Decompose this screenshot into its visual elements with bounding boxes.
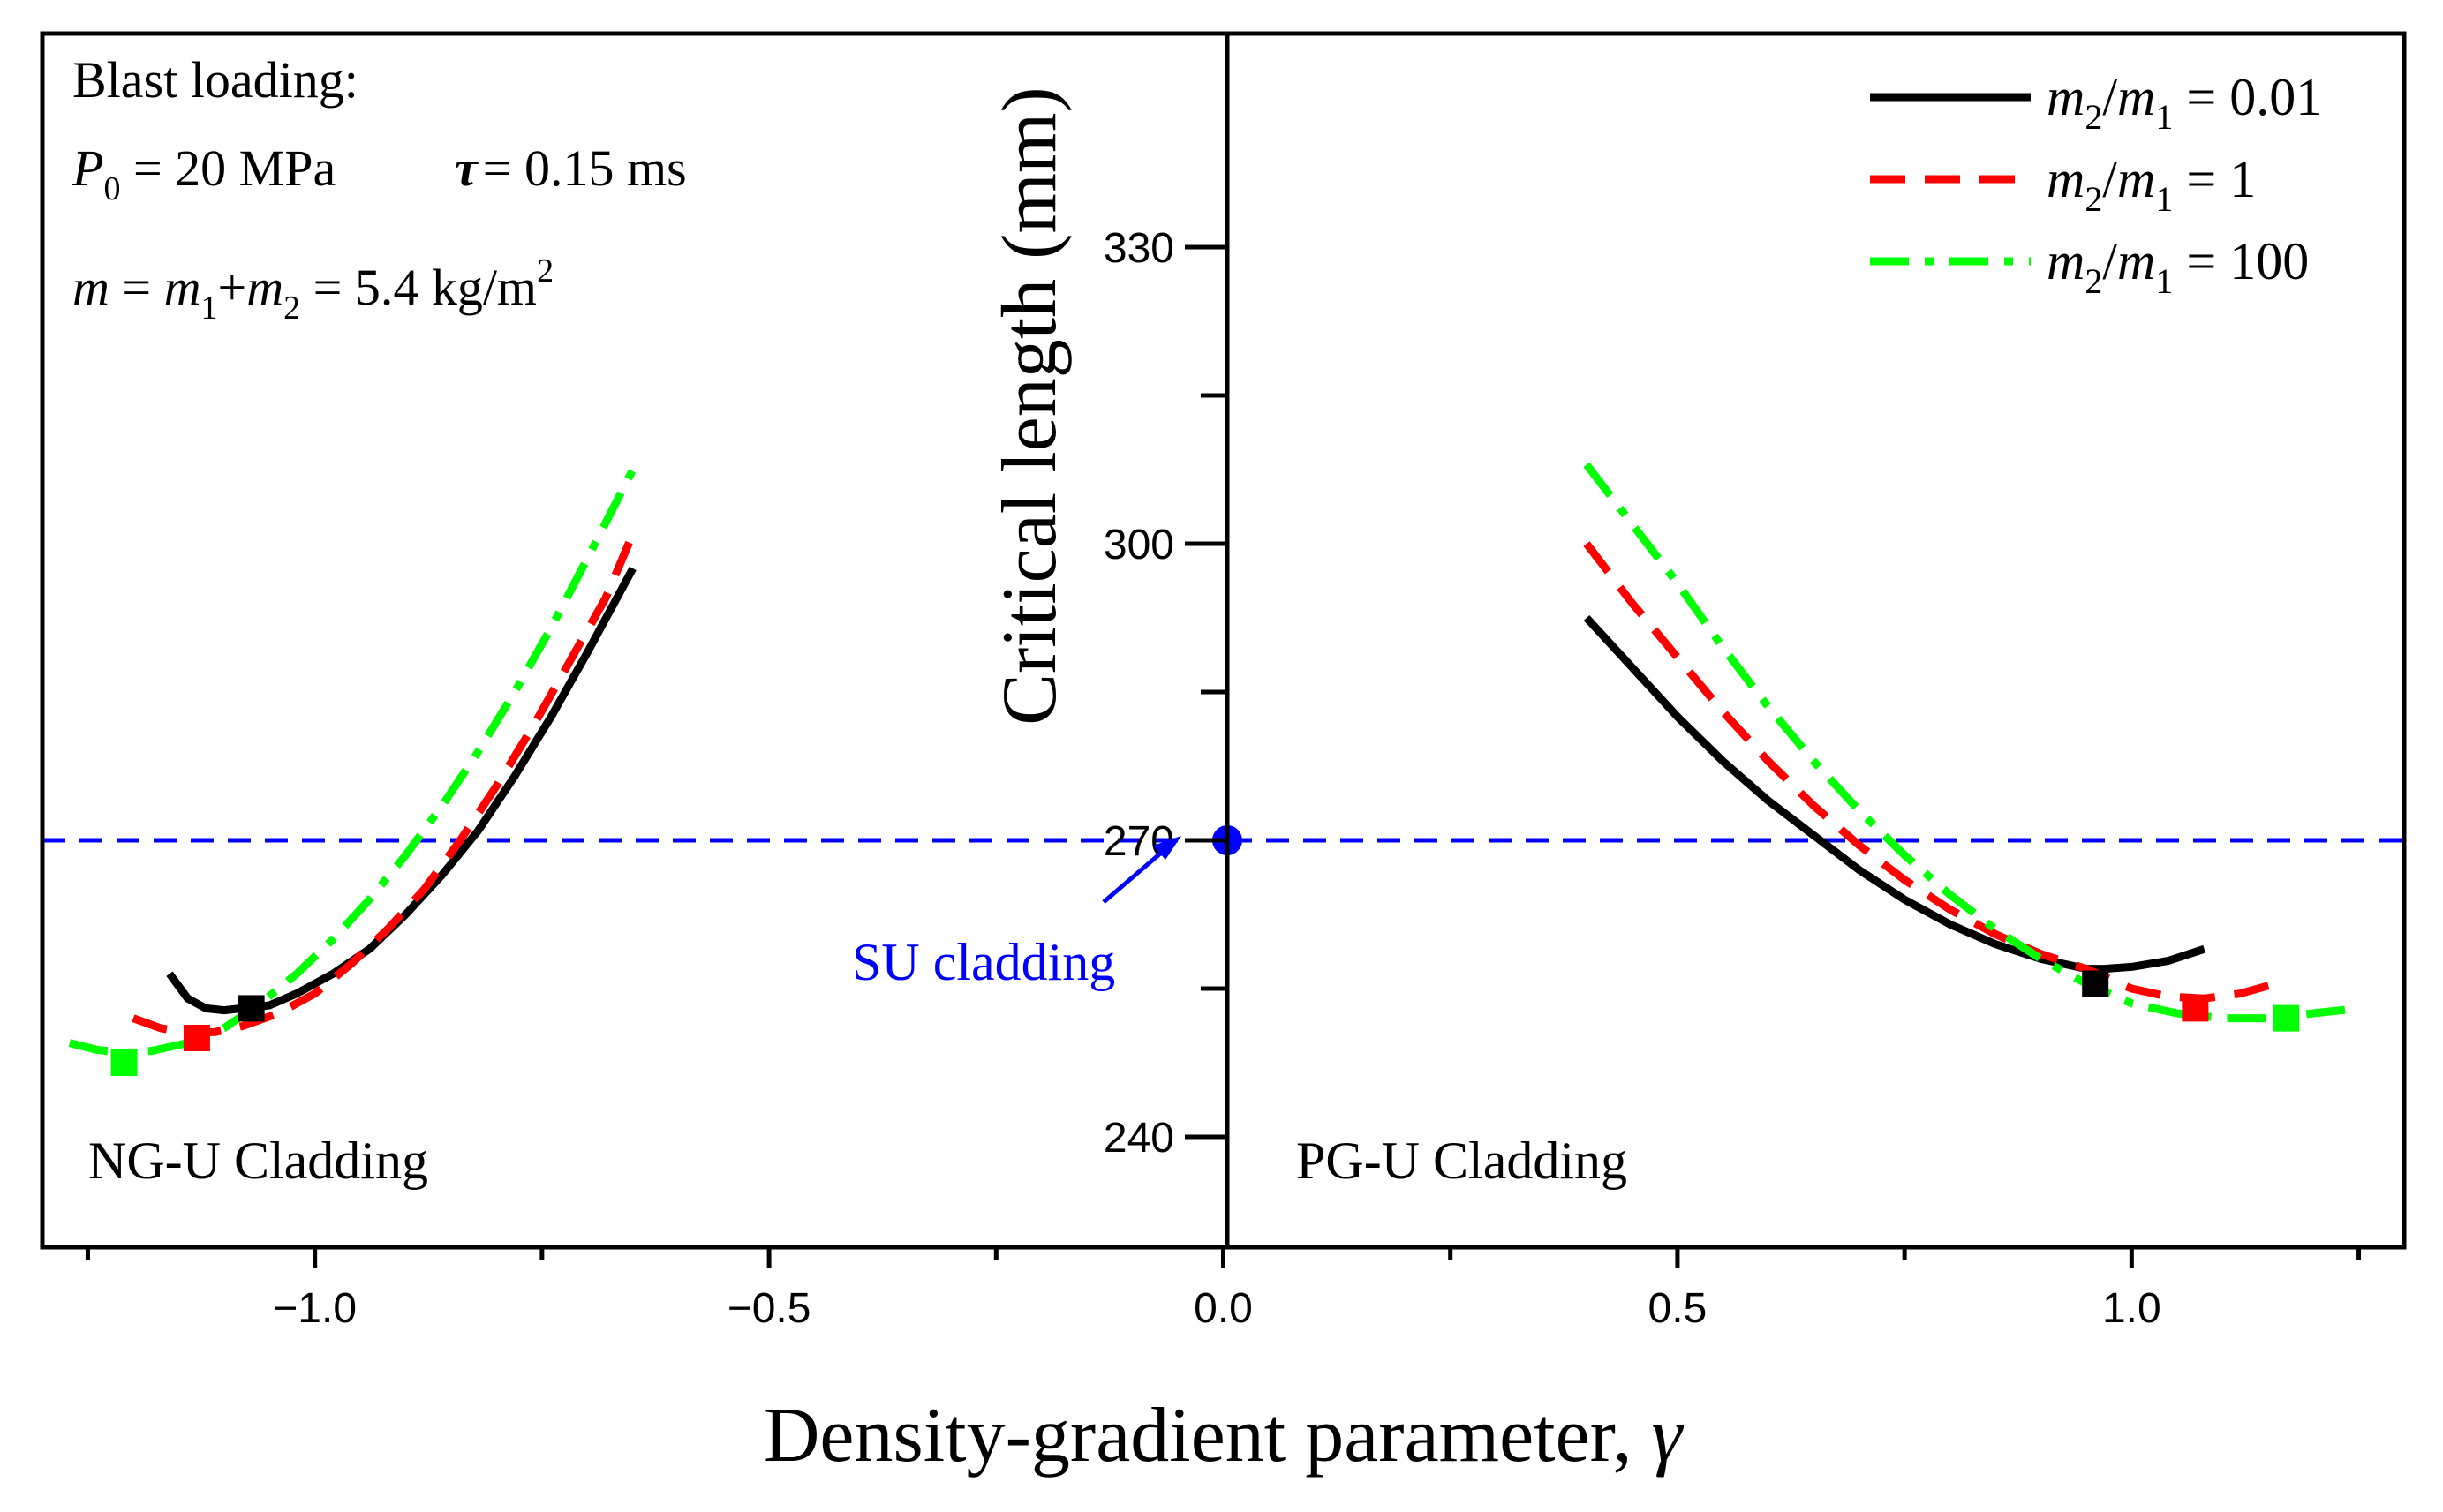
x-axis-label: Density-gradient parameter, γ (764, 1393, 1685, 1478)
x-tick-label-3: 0.5 (1648, 1285, 1708, 1332)
series-2-right-line (1583, 462, 2360, 1023)
legend-label-0: m2/m1 = 0.01 (2047, 68, 2322, 137)
series-2-optimum-marker-1 (2273, 1004, 2300, 1032)
series-1-optimum-marker-0 (183, 1025, 210, 1051)
blast-loading-title: Blast loading: (72, 51, 358, 109)
x-axis: −1.0 −0.5 0.0 0.5 1.0 (85, 1247, 2362, 1332)
legend: m2/m1 = 0.01 m2/m1 = 1 m2/m1 = 100 (1870, 68, 2322, 301)
legend-label-2: m2/m1 = 100 (2047, 232, 2309, 301)
tau-annotation: τ = 0.15 ms (455, 139, 687, 197)
y-tick-label-1: 270 (1104, 818, 1174, 865)
series-1-right-line (1583, 541, 2288, 1003)
blast-annotation: Blast loading: P0 = 20 MPa τ = 0.15 ms m … (72, 51, 687, 327)
y-tick-label-3: 330 (1104, 225, 1174, 272)
series-1-left-line (132, 532, 637, 1037)
su-cladding-label: SU cladding (852, 933, 1115, 991)
gamma-symbol: γ (1651, 1393, 1684, 1478)
x-tick-label-1: −0.5 (728, 1285, 811, 1332)
series-0-left-line (166, 566, 637, 1015)
x-tick-label-4: 1.0 (2102, 1285, 2161, 1332)
series-2-left-line (68, 467, 637, 1057)
series-1-optimum-marker-1 (2182, 995, 2209, 1022)
x-tick-label-2: 0.0 (1194, 1285, 1253, 1332)
y-tick-label-2: 300 (1104, 522, 1174, 568)
plot-frame (40, 31, 2407, 1250)
series-0-optimum-marker-1 (2082, 970, 2109, 997)
x-tick-label-0: −1.0 (273, 1285, 357, 1332)
series-0-optimum-marker-0 (238, 995, 265, 1022)
y-axis: 240 270 300 330 (1104, 34, 1230, 1247)
legend-label-1: m2/m1 = 1 (2047, 150, 2256, 219)
left-region-label: NG-U Cladding (88, 1132, 428, 1190)
series-0-right-line (1583, 614, 2206, 974)
y-axis-label: Critical length (mm) (987, 87, 1073, 725)
pressure-annotation: P0 = 20 MPa (72, 139, 336, 207)
x-axis-label-text: Density-gradient parameter, (764, 1393, 1652, 1478)
su-cladding-arrow (1102, 836, 1181, 904)
mass-annotation: m = m1+m2 = 5.4 kg/m2 (72, 252, 554, 327)
series-2-optimum-marker-0 (110, 1049, 138, 1076)
y-tick-label-0: 240 (1104, 1115, 1174, 1162)
plot-content (42, 462, 2404, 1076)
right-region-label: PG-U Cladding (1296, 1132, 1627, 1190)
